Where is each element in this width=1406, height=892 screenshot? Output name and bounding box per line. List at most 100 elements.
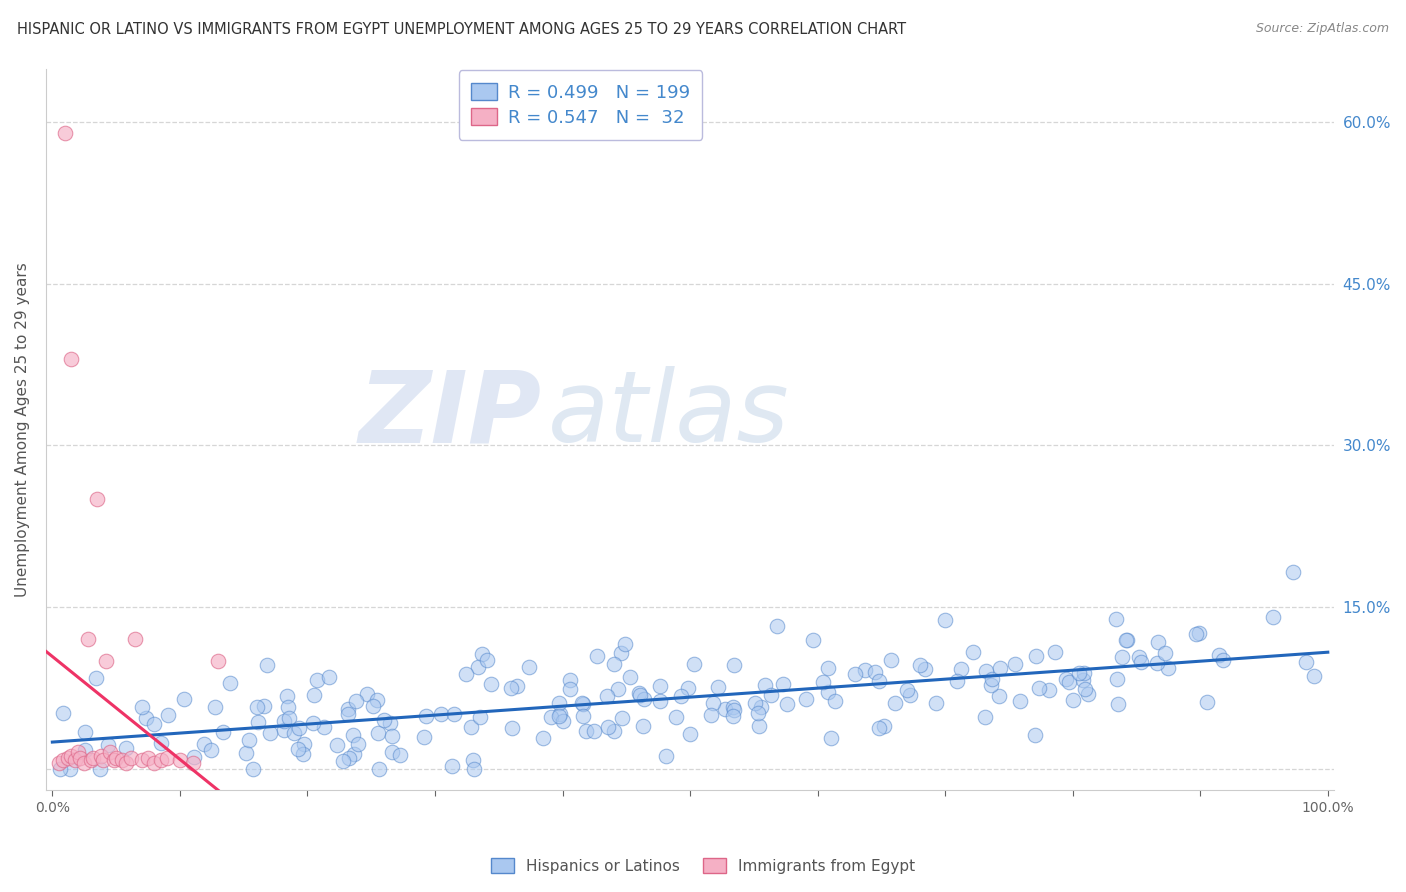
Point xyxy=(655,749,678,764)
Point xyxy=(247,714,270,729)
Point xyxy=(547,709,569,723)
Point xyxy=(551,714,574,728)
Point xyxy=(1077,687,1099,701)
Point xyxy=(801,633,824,648)
Point xyxy=(363,698,385,713)
Point xyxy=(974,664,997,678)
Point xyxy=(582,724,605,739)
Point xyxy=(242,762,264,776)
Point xyxy=(204,699,226,714)
Point xyxy=(84,671,107,685)
Point xyxy=(143,756,166,771)
Point xyxy=(1104,612,1126,626)
Point xyxy=(603,657,626,672)
Point xyxy=(811,675,834,690)
Point xyxy=(585,648,607,663)
Point xyxy=(443,707,465,722)
Point xyxy=(302,716,325,731)
Point xyxy=(212,725,235,739)
Point xyxy=(105,751,128,765)
Point xyxy=(430,706,453,721)
Point xyxy=(207,654,229,668)
Point xyxy=(723,658,745,673)
Point xyxy=(817,684,839,698)
Point xyxy=(381,729,404,743)
Point xyxy=(94,654,117,668)
Point xyxy=(103,753,125,767)
Point xyxy=(1028,681,1050,695)
Point xyxy=(1208,648,1230,663)
Point xyxy=(183,749,205,764)
Point xyxy=(914,662,936,676)
Point xyxy=(558,673,581,687)
Point xyxy=(987,689,1010,703)
Point xyxy=(596,689,619,703)
Point xyxy=(506,679,529,693)
Point xyxy=(613,637,636,651)
Point xyxy=(131,700,153,714)
Point xyxy=(136,751,159,765)
Point xyxy=(1024,728,1046,742)
Point xyxy=(287,742,309,756)
Point xyxy=(648,693,671,707)
Point xyxy=(868,674,890,689)
Point xyxy=(627,686,650,700)
Point xyxy=(461,753,484,767)
Point xyxy=(51,753,73,767)
Point xyxy=(111,753,134,767)
Point xyxy=(277,711,299,725)
Point xyxy=(575,723,598,738)
Point xyxy=(1156,661,1178,675)
Point xyxy=(120,751,142,765)
Point xyxy=(124,632,146,647)
Point xyxy=(66,746,89,760)
Point xyxy=(700,707,723,722)
Point xyxy=(1073,681,1095,696)
Point xyxy=(572,709,595,723)
Point xyxy=(676,681,699,695)
Point xyxy=(366,693,388,707)
Point xyxy=(135,711,157,725)
Point xyxy=(292,737,315,751)
Point xyxy=(628,688,651,702)
Point xyxy=(82,751,104,765)
Point xyxy=(65,753,87,767)
Point xyxy=(115,741,138,756)
Point xyxy=(441,759,464,773)
Point xyxy=(388,748,411,763)
Point xyxy=(115,756,138,771)
Point xyxy=(454,666,477,681)
Point xyxy=(610,711,633,725)
Point xyxy=(1185,626,1208,640)
Point xyxy=(1111,649,1133,664)
Point xyxy=(1043,645,1066,659)
Point xyxy=(980,678,1002,692)
Point xyxy=(754,678,776,692)
Point xyxy=(1054,672,1077,686)
Point xyxy=(368,762,391,776)
Point xyxy=(908,658,931,673)
Point xyxy=(714,702,737,716)
Point xyxy=(844,667,866,681)
Point xyxy=(169,753,191,767)
Point xyxy=(610,646,633,660)
Point xyxy=(142,717,165,731)
Point xyxy=(863,665,886,679)
Point xyxy=(75,725,97,739)
Point xyxy=(273,723,295,737)
Point xyxy=(1067,665,1090,680)
Point xyxy=(219,675,242,690)
Point xyxy=(707,680,730,694)
Point xyxy=(1128,650,1150,665)
Point xyxy=(277,700,299,714)
Point xyxy=(77,632,100,647)
Point xyxy=(200,743,222,757)
Point xyxy=(796,691,818,706)
Point xyxy=(1130,655,1153,669)
Point xyxy=(1062,693,1084,707)
Text: Source: ZipAtlas.com: Source: ZipAtlas.com xyxy=(1256,22,1389,36)
Legend: Hispanics or Latinos, Immigrants from Egypt: Hispanics or Latinos, Immigrants from Eg… xyxy=(485,852,921,880)
Point xyxy=(631,719,654,733)
Point xyxy=(89,762,111,776)
Point xyxy=(749,700,772,714)
